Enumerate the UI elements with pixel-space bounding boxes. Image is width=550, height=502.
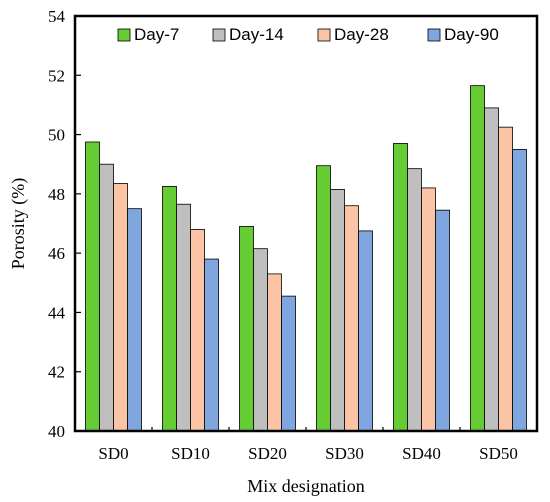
bar-day-28-sd10: [190, 229, 205, 432]
legend-label-day-90: Day-90: [444, 25, 499, 44]
bar-day-28-sd20: [267, 273, 282, 432]
x-axis-ticks: SD0 SD10 SD20 SD30 SD40 SD50: [98, 427, 518, 463]
bar-day-14-sd20: [253, 248, 268, 432]
y-tick-label: 46: [48, 244, 65, 263]
bar-day-7-sd10: [162, 186, 177, 432]
legend-swatch-day-7: [117, 28, 131, 42]
bar-day-7-sd30: [316, 165, 331, 432]
x-tick-label: SD20: [248, 444, 287, 463]
y-tick-label: 48: [48, 185, 65, 204]
legend-swatch-day-28: [317, 28, 331, 42]
x-tick-label: SD50: [479, 444, 518, 463]
bar-day-90-sd10: [204, 258, 219, 432]
bar-day-14-sd30: [330, 189, 345, 432]
bar-day-14-sd0: [99, 163, 114, 432]
bars-layer: [85, 85, 527, 432]
legend-swatch-day-14: [212, 28, 226, 42]
x-tick-label: SD30: [325, 444, 364, 463]
bar-day-28-sd40: [421, 187, 436, 432]
legend: Day-7 Day-14 Day-28 Day-90: [117, 25, 499, 44]
bar-day-90-sd0: [127, 208, 142, 432]
x-tick-label: SD0: [98, 444, 128, 463]
legend-swatch-day-90: [427, 28, 441, 42]
bar-day-14-sd10: [176, 203, 191, 432]
bar-day-28-sd30: [344, 205, 359, 432]
y-tick-label: 42: [48, 363, 65, 382]
x-axis-title: Mix designation: [247, 476, 365, 496]
bar-day-90-sd20: [281, 295, 296, 432]
y-tick-label: 40: [48, 422, 65, 441]
bar-day-90-sd50: [512, 148, 527, 432]
bar-day-28-sd0: [113, 183, 128, 432]
bar-day-90-sd30: [358, 230, 373, 432]
bar-day-7-sd40: [393, 143, 408, 432]
bar-day-7-sd0: [85, 141, 100, 432]
y-axis-title: Porosity (%): [8, 178, 29, 270]
bar-day-14-sd50: [484, 107, 499, 432]
legend-label-day-14: Day-14: [229, 25, 284, 44]
bar-day-14-sd40: [407, 168, 422, 432]
y-tick-label: 52: [48, 66, 65, 85]
plot-frame: [73, 14, 539, 433]
x-tick-label: SD40: [402, 444, 441, 463]
x-tick-label: SD10: [171, 444, 210, 463]
legend-label-day-28: Day-28: [334, 25, 389, 44]
y-tick-label: 50: [48, 126, 65, 145]
legend-label-day-7: Day-7: [134, 25, 179, 44]
y-axis-ticks: 40 42 44 46 48 50 52 54: [48, 7, 81, 441]
bar-day-90-sd40: [435, 209, 450, 432]
y-tick-label: 54: [48, 7, 66, 26]
y-tick-label: 44: [48, 303, 66, 322]
bar-day-7-sd50: [470, 85, 485, 432]
bar-day-28-sd50: [498, 126, 513, 432]
bar-day-7-sd20: [239, 226, 254, 432]
